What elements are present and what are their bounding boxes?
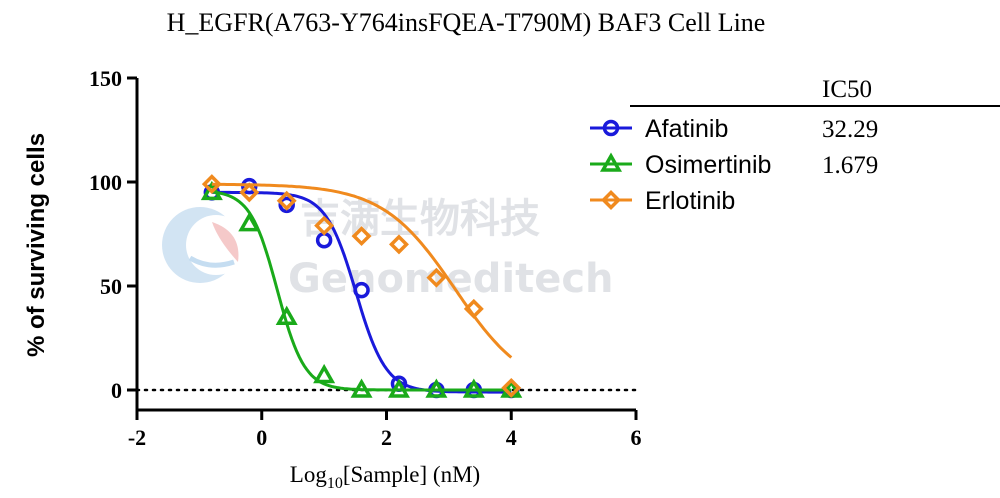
- data-point: [313, 363, 336, 384]
- watermark-logo-icon: [162, 207, 246, 283]
- data-point: [426, 267, 447, 288]
- data-point: [501, 377, 522, 398]
- data-point: [462, 378, 485, 398]
- ic50-value: 32.29: [822, 116, 878, 143]
- data-point: [238, 212, 261, 232]
- x-tick-label: 2: [381, 425, 392, 450]
- fit-curve: [211, 182, 513, 359]
- legend-item-afatinib: Afatinib 32.29: [590, 115, 878, 143]
- data-point: [389, 234, 409, 255]
- data-point: [275, 305, 298, 325]
- legend-item-erlotinib: Erlotinib: [590, 187, 735, 215]
- x-tick-label: 6: [631, 425, 642, 450]
- y-tick-label: 100: [89, 170, 122, 195]
- data-point: [276, 190, 297, 211]
- data-point: [463, 298, 484, 319]
- watermark: 吉满生物科技 Genomeditech: [162, 196, 614, 302]
- data-point: [425, 378, 448, 398]
- data-point: [239, 182, 260, 203]
- y-tick-label: 50: [100, 274, 122, 299]
- legend-label: Osimertinib: [645, 151, 771, 179]
- ic50-value: 1.679: [822, 152, 878, 179]
- legend-marker: [601, 190, 621, 210]
- data-point: [200, 180, 223, 201]
- data-point: [353, 281, 370, 299]
- series-erlotinib: [201, 174, 522, 398]
- series-layer: [200, 174, 523, 399]
- watermark-en: Genomeditech: [288, 256, 614, 302]
- fit-curve: [211, 190, 512, 394]
- legend-marker: [599, 152, 623, 172]
- y-tick-label: 0: [111, 378, 122, 403]
- ic50-header: IC50: [822, 76, 872, 103]
- chart-title: H_EGFR(A763-Y764insFQEA-T790M) BAF3 Cell…: [167, 8, 766, 37]
- y-axis-label: % of surviving cells: [23, 133, 50, 357]
- x-axis-label: Log10[Sample] (nM): [290, 462, 480, 492]
- series-osimertinib: [200, 180, 523, 398]
- legend-label: Afatinib: [645, 115, 728, 143]
- data-point: [351, 226, 372, 247]
- data-point: [278, 196, 295, 214]
- fit-curve: [211, 190, 512, 392]
- legend-label: Erlotinib: [645, 187, 735, 215]
- x-tick-label: 4: [506, 425, 517, 450]
- legend-marker: [602, 119, 620, 137]
- data-point: [387, 378, 410, 398]
- watermark-cn: 吉满生物科技: [300, 196, 540, 242]
- data-point: [314, 215, 335, 236]
- y-tick-label: 150: [89, 66, 122, 91]
- x-tick-label: -2: [128, 425, 146, 450]
- data-point: [201, 174, 222, 195]
- legend: IC50 Afatinib 32.29 Osimertinib 1.679 Erlotin…: [590, 76, 1000, 215]
- data-point: [350, 378, 373, 398]
- x-tick-label: 0: [256, 425, 267, 450]
- legend-item-osimertinib: Osimertinib 1.679: [590, 151, 878, 179]
